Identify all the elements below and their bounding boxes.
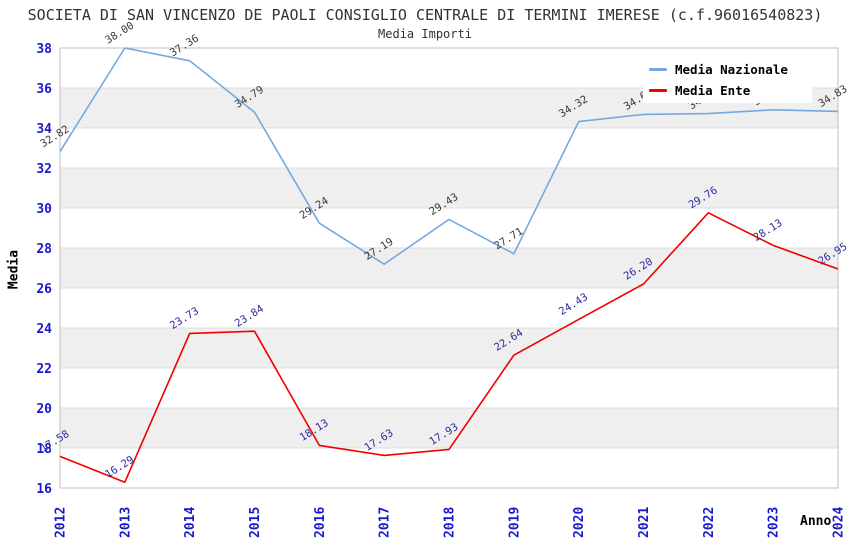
x-tick-label: 2018 xyxy=(443,507,458,538)
x-tick-label: 2017 xyxy=(378,507,393,538)
data-point-label: 38.00 xyxy=(103,20,136,47)
legend-label-media-ente: Media Ente xyxy=(675,83,751,98)
chart-subtitle: Media Importi xyxy=(378,27,472,41)
y-tick-label: 26 xyxy=(36,282,52,297)
media-nazionale-line-swatch xyxy=(649,68,667,71)
media-ente-line-swatch xyxy=(649,89,667,92)
legend-item-media-nazionale: Media Nazionale xyxy=(649,62,812,77)
y-tick-label: 18 xyxy=(36,442,52,457)
x-tick-label: 2019 xyxy=(507,507,522,538)
legend-label-media-nazionale: Media Nazionale xyxy=(675,62,788,77)
x-tick-label: 2016 xyxy=(313,507,328,538)
x-tick-label: 2014 xyxy=(183,507,198,538)
y-tick-label: 32 xyxy=(36,162,52,177)
plot-band xyxy=(60,368,838,408)
y-tick-label: 36 xyxy=(36,82,52,97)
y-tick-label: 24 xyxy=(36,322,52,337)
x-tick-label: 2024 xyxy=(832,507,847,538)
plot-band xyxy=(60,448,838,488)
x-tick-label: 2021 xyxy=(637,507,652,538)
plot-band xyxy=(60,208,838,248)
y-tick-label: 22 xyxy=(36,362,52,377)
plot-border xyxy=(59,47,839,489)
y-tick-label: 20 xyxy=(36,402,52,417)
plot-band xyxy=(60,248,838,288)
line-media-nazionale xyxy=(59,47,839,266)
plot-band xyxy=(60,168,838,208)
legend-item-media-ente: Media Ente xyxy=(649,83,812,98)
y-tick-label: 38 xyxy=(36,42,52,57)
line-media-ente xyxy=(59,212,839,484)
y-tick-label: 30 xyxy=(36,202,52,217)
y-tick-label: 28 xyxy=(36,242,52,257)
plot-band xyxy=(60,128,838,168)
x-tick-label: 2022 xyxy=(702,507,717,538)
y-tick-label: 34 xyxy=(36,122,52,137)
x-tick-label: 2013 xyxy=(118,507,133,538)
y-axis-title: Media xyxy=(6,249,22,290)
chart-title: SOCIETA DI SAN VINCENZO DE PAOLI CONSIGL… xyxy=(27,6,823,24)
plot-band xyxy=(60,408,838,448)
plot-band xyxy=(60,288,838,328)
y-tick-label: 16 xyxy=(36,482,52,497)
x-axis-title: Anno xyxy=(800,514,832,529)
x-tick-label: 2020 xyxy=(572,507,587,538)
x-tick-label: 2023 xyxy=(767,507,782,538)
legend: Media Nazionale Media Ente xyxy=(643,57,812,103)
x-tick-label: 2012 xyxy=(54,507,69,538)
x-tick-label: 2015 xyxy=(248,507,263,538)
